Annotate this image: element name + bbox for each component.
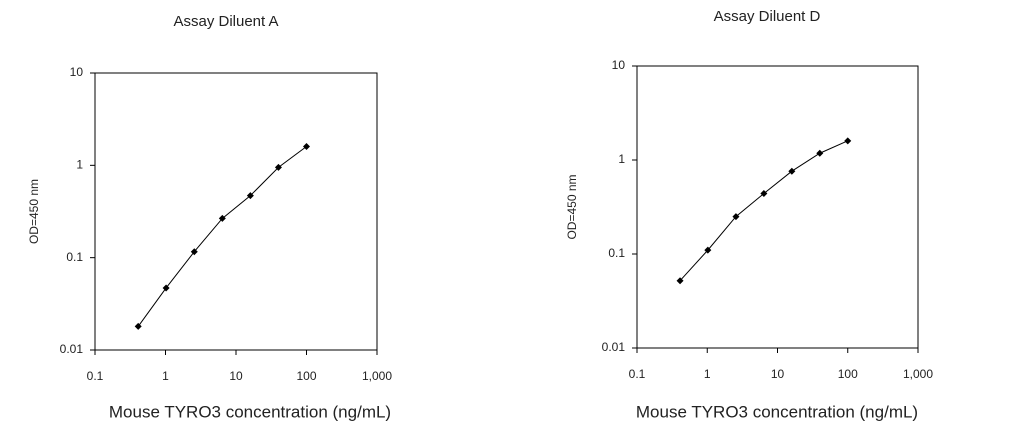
- y-tick-label: 10: [70, 65, 84, 79]
- y-axis-label: OD=450 nm: [27, 179, 41, 244]
- data-point: [162, 284, 170, 292]
- x-tick-label: 1,000: [362, 369, 392, 383]
- y-axis-label: OD=450 nm: [565, 174, 579, 239]
- x-tick-label: 100: [296, 369, 316, 383]
- x-tick-label: 10: [771, 367, 785, 381]
- data-point: [274, 163, 282, 171]
- data-point: [303, 142, 310, 150]
- data-point: [218, 214, 226, 222]
- x-tick-label: 1,000: [903, 367, 933, 381]
- y-tick-label: 10: [612, 58, 626, 72]
- data-point: [134, 322, 142, 330]
- data-point: [760, 190, 768, 198]
- data-point: [844, 137, 852, 145]
- y-tick-label: 0.1: [66, 250, 83, 264]
- data-point: [246, 192, 254, 200]
- y-tick-label: 1: [76, 158, 83, 172]
- data-point: [732, 213, 740, 221]
- x-axis-label: Mouse TYRO3 concentration (ng/mL): [109, 402, 391, 421]
- data-point: [788, 167, 796, 175]
- data-point: [816, 149, 824, 157]
- chart-title: Assay Diluent A: [173, 13, 278, 30]
- x-tick-label: 10: [229, 369, 243, 383]
- x-tick-label: 1: [162, 369, 169, 383]
- y-tick-label: 1: [618, 152, 625, 166]
- data-point: [704, 246, 712, 254]
- data-point: [676, 277, 684, 285]
- x-tick-label: 1: [704, 367, 711, 381]
- x-tick-label: 0.1: [87, 369, 104, 383]
- data-line: [679, 140, 848, 282]
- y-tick-label: 0.1: [608, 246, 625, 260]
- chart-title: Assay Diluent D: [714, 8, 821, 25]
- data-point: [190, 248, 198, 256]
- x-tick-label: 0.1: [629, 367, 646, 381]
- y-tick-label: 0.01: [602, 340, 626, 354]
- y-tick-label: 0.01: [60, 342, 84, 356]
- plot-frame: [94, 72, 378, 351]
- x-axis-label: Mouse TYRO3 concentration (ng/mL): [636, 402, 918, 421]
- plot-frame: [636, 65, 919, 349]
- x-tick-label: 100: [838, 367, 858, 381]
- data-line: [137, 146, 307, 327]
